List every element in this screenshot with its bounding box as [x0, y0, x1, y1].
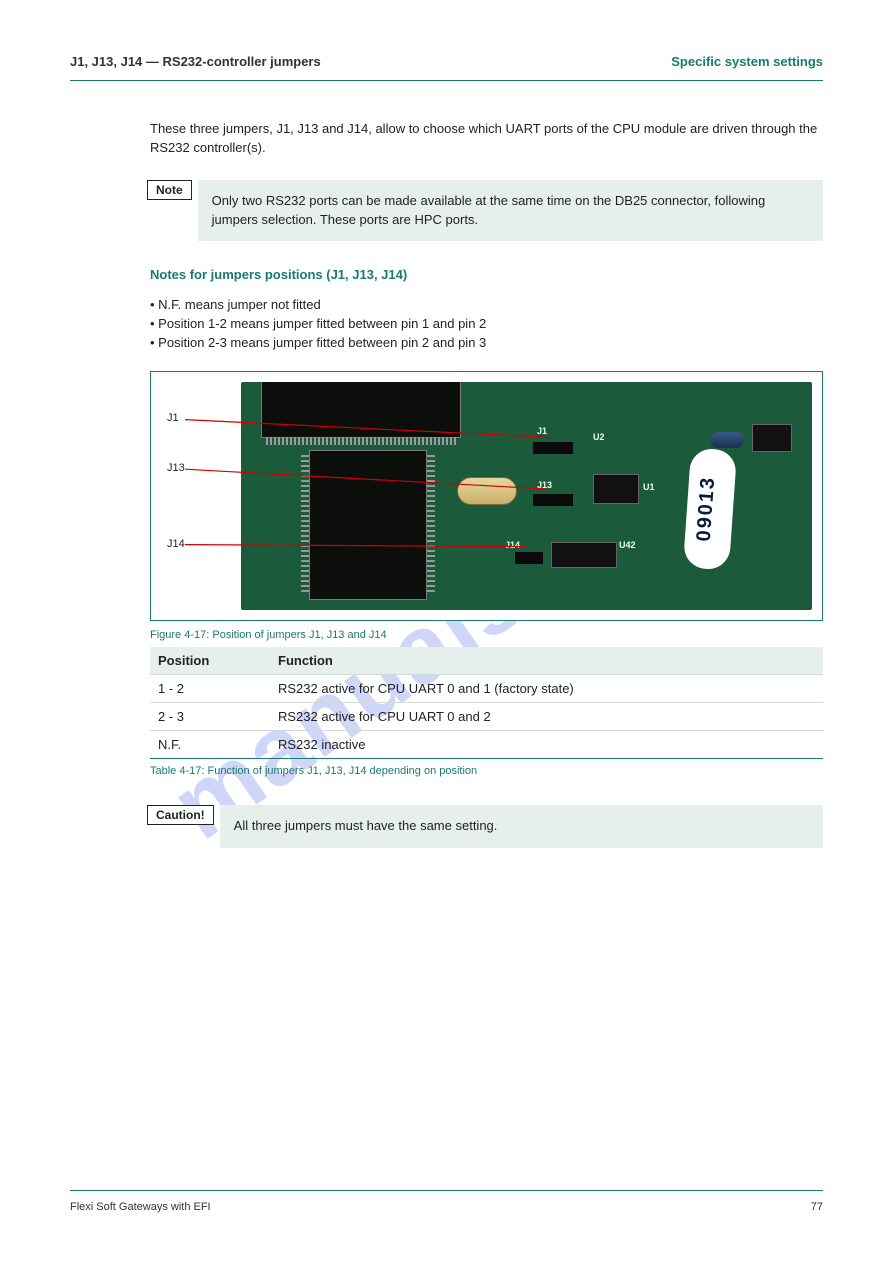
soic-u1-icon [593, 474, 639, 504]
silk-j13: J13 [537, 480, 552, 490]
caution-block: Caution! All three jumpers must have the… [147, 805, 823, 848]
jumper-notes-heading: Notes for jumpers positions (J1, J13, J1… [150, 267, 823, 282]
figure-frame: J1 J13 J14 09013 J1 J13 J14 U2 U1 [150, 371, 823, 621]
main-content: These three jumpers, J1, J13 and J14, al… [150, 120, 823, 848]
silk-u42: U42 [619, 540, 636, 550]
spacer [150, 353, 823, 371]
bullet-2-text: Position 1-2 means jumper fitted between… [158, 316, 486, 331]
so8-icon [752, 424, 792, 452]
bullet-3: • Position 2-3 means jumper fitted betwe… [150, 334, 823, 353]
table-row: N.F. RS232 inactive [150, 730, 823, 758]
footer-page-number: 77 [811, 1201, 823, 1213]
jumper-j13-icon [533, 494, 573, 506]
table-header-row: Position Function [150, 647, 823, 675]
footer-left: Flexi Soft Gateways with EFI [70, 1201, 211, 1213]
pcb-date-stamp: 09013 [683, 447, 737, 570]
silk-u1: U1 [643, 482, 655, 492]
silk-j1: J1 [537, 426, 547, 436]
silk-j14: J14 [505, 540, 520, 550]
bullet-2: • Position 1-2 means jumper fitted betwe… [150, 315, 823, 334]
crystal-icon [457, 477, 517, 505]
note-block: Note Only two RS232 ports can be made av… [147, 180, 823, 242]
bullet-3-text: Position 2-3 means jumper fitted between… [158, 335, 486, 350]
cell-pos-0: 1 - 2 [150, 674, 270, 702]
table-row: 2 - 3 RS232 active for CPU UART 0 and 2 [150, 702, 823, 730]
note-label: Note [147, 180, 192, 200]
running-head-left: J1, J13, J14 — RS232-controller jumpers [70, 54, 321, 69]
figure-label-j1: J1 [167, 412, 179, 424]
jumper-j14-icon [515, 552, 543, 564]
cell-fn-0: RS232 active for CPU UART 0 and 1 (facto… [270, 674, 823, 702]
running-head-right: Specific system settings [671, 54, 823, 69]
soic-u42-icon [551, 542, 617, 568]
jumper-j1-icon [533, 442, 573, 454]
tsop-chip-icon [309, 450, 427, 600]
caution-body: All three jumpers must have the same set… [220, 805, 823, 848]
cell-pos-1: 2 - 3 [150, 702, 270, 730]
header-rule [70, 80, 823, 81]
silk-u2: U2 [593, 432, 605, 442]
figure-label-j14: J14 [167, 538, 185, 550]
inductor-icon [710, 432, 744, 448]
cell-pos-2: N.F. [150, 730, 270, 758]
jumper-functions-table: Position Function 1 - 2 RS232 active for… [150, 647, 823, 759]
figure-label-j13: J13 [167, 462, 185, 474]
table-row: 1 - 2 RS232 active for CPU UART 0 and 1 … [150, 674, 823, 702]
bullet-1: • N.F. means jumper not fitted [150, 296, 823, 315]
bullet-1-text: N.F. means jumper not fitted [158, 297, 321, 312]
note-body: Only two RS232 ports can be made availab… [198, 180, 823, 242]
intro-paragraph: These three jumpers, J1, J13 and J14, al… [150, 120, 823, 158]
figure-caption: Figure 4-17: Position of jumpers J1, J13… [150, 629, 823, 641]
cell-fn-2: RS232 inactive [270, 730, 823, 758]
footer-rule [70, 1190, 823, 1191]
pcb-illustration: 09013 J1 J13 J14 U2 U1 U42 [241, 382, 812, 610]
col-position: Position [150, 647, 270, 675]
qfp-chip-icon [261, 382, 461, 438]
page: manualshiver J1, J13, J14 — RS232-contro… [0, 0, 893, 1263]
col-function: Function [270, 647, 823, 675]
pcb-date-stamp-text: 09013 [691, 448, 722, 569]
table-caption: Table 4-17: Function of jumpers J1, J13,… [150, 765, 823, 777]
caution-label: Caution! [147, 805, 214, 825]
cell-fn-1: RS232 active for CPU UART 0 and 2 [270, 702, 823, 730]
